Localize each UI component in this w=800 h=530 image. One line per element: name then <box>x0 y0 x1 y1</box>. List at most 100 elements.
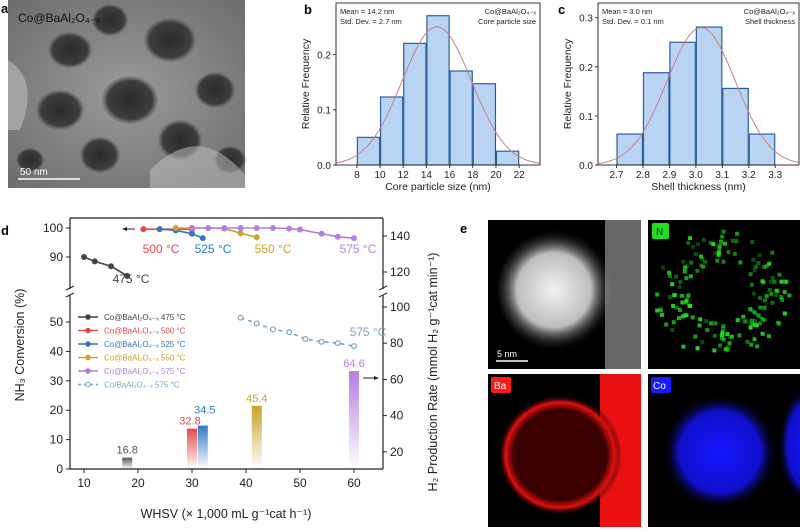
n-signal-pixel <box>770 300 775 305</box>
x-axis-label: WHSV (× 1,000 mL g⁻¹cat h⁻¹) <box>141 507 312 521</box>
data-point <box>286 329 293 336</box>
n-signal-pixel <box>734 239 739 243</box>
y-right-tick-label: 60 <box>390 372 404 386</box>
data-point <box>237 225 244 232</box>
legend-marker <box>85 314 91 320</box>
x-axis-label: Core particle size (nm) <box>385 181 491 193</box>
n-signal-pixel <box>698 317 703 322</box>
histogram-bar <box>472 83 497 166</box>
y-right-tick-label: 100 <box>390 300 410 314</box>
series-line <box>159 228 204 239</box>
n-signal-pixel <box>667 274 672 279</box>
n-signal-pixel <box>756 261 761 266</box>
x-tick-label: 10 <box>77 476 91 490</box>
n-signal-pixel <box>754 323 759 328</box>
data-point <box>237 314 244 321</box>
n-signal-pixel <box>750 282 754 287</box>
n-signal-pixel <box>727 341 732 346</box>
n-map: N <box>648 220 800 369</box>
n-signal-pixel <box>699 254 703 259</box>
n-signal-pixel <box>688 274 693 279</box>
n-signal-pixel <box>767 287 772 292</box>
n-signal-pixel <box>723 347 728 352</box>
data-point <box>221 225 228 232</box>
n-signal-pixel <box>774 288 779 293</box>
n-signal-pixel <box>735 318 740 323</box>
n-signal-pixel <box>655 308 660 313</box>
n-signal-pixel <box>709 321 714 326</box>
co-label-badge <box>651 377 671 393</box>
n-signal-pixel <box>779 279 784 284</box>
data-point <box>351 343 358 350</box>
legend-entry: Co@BaAl₂O₄₋ₓ 550 °C <box>104 354 186 363</box>
histogram-bar <box>495 150 520 166</box>
left-axis-arrowhead <box>122 227 127 231</box>
n-signal-pixel <box>693 334 698 339</box>
n-signal-pixel <box>700 339 705 344</box>
x-tick-label: 3.0 <box>689 170 703 181</box>
n-signal-pixel <box>779 295 784 299</box>
series-temperature-label: 575 °C <box>340 242 377 256</box>
y-left-tick-label: 10 <box>50 433 64 447</box>
x-tick-label: 18 <box>467 170 479 181</box>
y-left-tick-label: 20 <box>50 403 64 417</box>
n-signal-pixel <box>699 263 704 268</box>
n-signal-pixel <box>748 272 753 277</box>
n-signal-pixel <box>680 314 685 319</box>
n-signal-pixel <box>678 279 683 284</box>
n-signal-pixel <box>764 264 769 269</box>
co-label: Co <box>653 381 666 392</box>
data-point <box>189 225 196 232</box>
n-signal-pixel <box>721 326 726 331</box>
n-signal-pixel <box>758 296 762 301</box>
n-signal-pixel <box>760 331 765 336</box>
n-signal-pixel <box>735 231 740 236</box>
axis-break-mark <box>378 285 388 291</box>
x-tick-label: 2.7 <box>610 170 624 181</box>
panel-label-a: a <box>1 1 9 16</box>
data-point <box>199 235 206 242</box>
n-signal-pixel <box>719 239 724 244</box>
y-tick-label: 0.3 <box>579 14 593 25</box>
n-signal-pixel <box>717 243 722 248</box>
n-signal-pixel <box>784 279 789 284</box>
y-left-tick-label: 50 <box>50 315 64 329</box>
n-signal-pixel <box>670 282 675 287</box>
data-point <box>270 326 277 333</box>
y-left-tick-label: 30 <box>50 374 64 388</box>
x-tick-label: 14 <box>421 170 433 181</box>
data-point <box>80 254 87 261</box>
n-signal-pixel <box>695 346 700 351</box>
measurement-annotation: Core particle size <box>478 17 536 26</box>
x-tick-label: 22 <box>514 170 526 181</box>
sample-annotation: Co@BaAl₂O₄₋ₓ <box>744 7 796 16</box>
n-signal-pixel <box>752 268 757 273</box>
n-signal-pixel <box>708 240 713 245</box>
n-signal-pixel <box>671 320 676 325</box>
n-signal-pixel <box>720 332 725 337</box>
n-signal-pixel <box>670 328 675 332</box>
n-signal-pixel <box>716 252 721 257</box>
n-signal-pixel <box>703 259 708 264</box>
legend-marker <box>85 341 91 347</box>
y-tick-label: 0.2 <box>579 63 593 74</box>
n-signal-pixel <box>701 237 706 242</box>
n-signal-pixel <box>720 234 725 239</box>
n-signal-pixel <box>660 313 664 317</box>
n-signal-pixel <box>760 279 765 284</box>
n-signal-pixel <box>712 348 717 353</box>
panel-label: b <box>304 2 312 17</box>
n-signal-pixel <box>701 264 706 269</box>
y-right-axis-label: H₂ Production Rate (mmol H₂ g⁻¹cat min⁻¹… <box>426 253 440 492</box>
n-signal-pixel <box>715 258 720 263</box>
series-temperature-label: 525 °C <box>195 242 232 256</box>
n-signal-pixel <box>697 323 702 328</box>
h2-rate-bar <box>122 457 133 469</box>
y-tick-label: 0.1 <box>317 106 331 117</box>
n-signal-pixel <box>775 288 780 293</box>
n-label-badge <box>652 223 669 239</box>
x-tick-label: 40 <box>239 476 253 490</box>
x-tick-label: 60 <box>347 476 361 490</box>
n-signal-pixel <box>705 327 710 332</box>
ba-map: Ba <box>488 374 641 527</box>
